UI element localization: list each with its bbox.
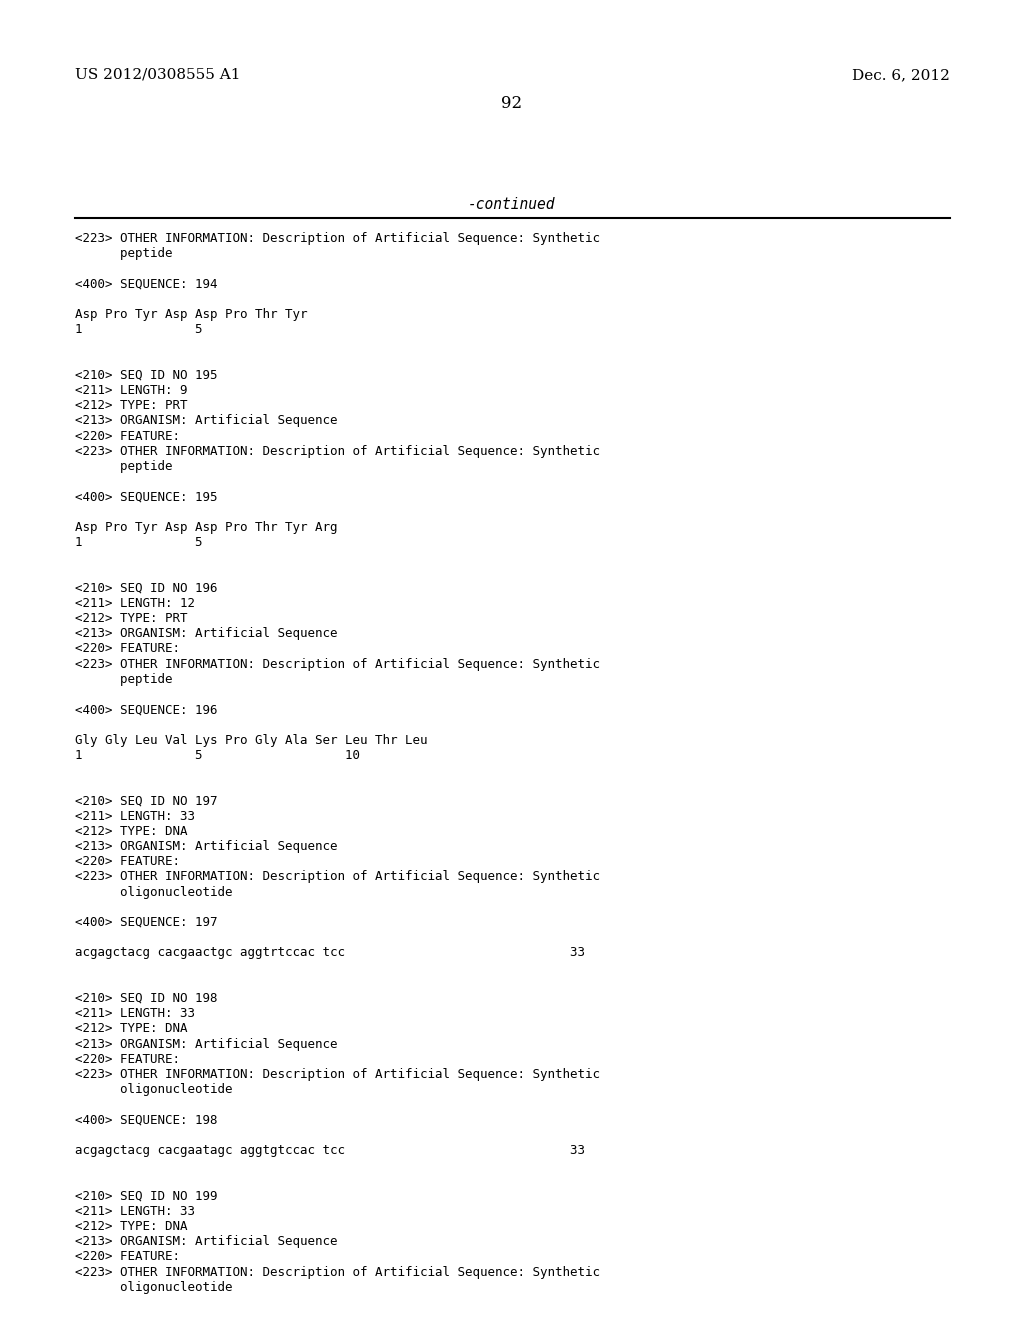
Text: <400> SEQUENCE: 197: <400> SEQUENCE: 197 xyxy=(75,916,217,929)
Text: peptide: peptide xyxy=(75,673,172,686)
Text: Asp Pro Tyr Asp Asp Pro Thr Tyr Arg: Asp Pro Tyr Asp Asp Pro Thr Tyr Arg xyxy=(75,521,338,533)
Text: <210> SEQ ID NO 195: <210> SEQ ID NO 195 xyxy=(75,368,217,381)
Text: <223> OTHER INFORMATION: Description of Artificial Sequence: Synthetic: <223> OTHER INFORMATION: Description of … xyxy=(75,870,600,883)
Text: <210> SEQ ID NO 196: <210> SEQ ID NO 196 xyxy=(75,582,217,594)
Text: <211> LENGTH: 33: <211> LENGTH: 33 xyxy=(75,1007,195,1020)
Text: oligonucleotide: oligonucleotide xyxy=(75,886,232,899)
Text: <220> FEATURE:: <220> FEATURE: xyxy=(75,1053,180,1065)
Text: 1               5: 1 5 xyxy=(75,323,203,337)
Text: oligonucleotide: oligonucleotide xyxy=(75,1084,232,1096)
Text: <400> SEQUENCE: 198: <400> SEQUENCE: 198 xyxy=(75,1114,217,1126)
Text: peptide: peptide xyxy=(75,459,172,473)
Text: Asp Pro Tyr Asp Asp Pro Thr Tyr: Asp Pro Tyr Asp Asp Pro Thr Tyr xyxy=(75,308,307,321)
Text: <223> OTHER INFORMATION: Description of Artificial Sequence: Synthetic: <223> OTHER INFORMATION: Description of … xyxy=(75,1266,600,1279)
Text: <211> LENGTH: 9: <211> LENGTH: 9 xyxy=(75,384,187,397)
Text: <211> LENGTH: 33: <211> LENGTH: 33 xyxy=(75,809,195,822)
Text: <212> TYPE: DNA: <212> TYPE: DNA xyxy=(75,1023,187,1035)
Text: <220> FEATURE:: <220> FEATURE: xyxy=(75,643,180,656)
Text: -continued: -continued xyxy=(468,197,556,213)
Text: <223> OTHER INFORMATION: Description of Artificial Sequence: Synthetic: <223> OTHER INFORMATION: Description of … xyxy=(75,232,600,246)
Text: <210> SEQ ID NO 198: <210> SEQ ID NO 198 xyxy=(75,993,217,1005)
Text: <211> LENGTH: 33: <211> LENGTH: 33 xyxy=(75,1205,195,1218)
Text: <210> SEQ ID NO 197: <210> SEQ ID NO 197 xyxy=(75,795,217,808)
Text: US 2012/0308555 A1: US 2012/0308555 A1 xyxy=(75,69,241,82)
Text: Gly Gly Leu Val Lys Pro Gly Ala Ser Leu Thr Leu: Gly Gly Leu Val Lys Pro Gly Ala Ser Leu … xyxy=(75,734,427,747)
Text: <212> TYPE: DNA: <212> TYPE: DNA xyxy=(75,825,187,838)
Text: Dec. 6, 2012: Dec. 6, 2012 xyxy=(852,69,950,82)
Text: <213> ORGANISM: Artificial Sequence: <213> ORGANISM: Artificial Sequence xyxy=(75,1236,338,1249)
Text: <400> SEQUENCE: 195: <400> SEQUENCE: 195 xyxy=(75,491,217,503)
Text: <220> FEATURE:: <220> FEATURE: xyxy=(75,855,180,869)
Text: <220> FEATURE:: <220> FEATURE: xyxy=(75,1250,180,1263)
Text: acgagctacg cacgaactgc aggtrtccac tcc                              33: acgagctacg cacgaactgc aggtrtccac tcc 33 xyxy=(75,946,585,960)
Text: 1               5                   10: 1 5 10 xyxy=(75,748,360,762)
Text: <213> ORGANISM: Artificial Sequence: <213> ORGANISM: Artificial Sequence xyxy=(75,627,338,640)
Text: oligonucleotide: oligonucleotide xyxy=(75,1280,232,1294)
Text: <223> OTHER INFORMATION: Description of Artificial Sequence: Synthetic: <223> OTHER INFORMATION: Description of … xyxy=(75,657,600,671)
Text: <213> ORGANISM: Artificial Sequence: <213> ORGANISM: Artificial Sequence xyxy=(75,1038,338,1051)
Text: 1               5: 1 5 xyxy=(75,536,203,549)
Text: <223> OTHER INFORMATION: Description of Artificial Sequence: Synthetic: <223> OTHER INFORMATION: Description of … xyxy=(75,1068,600,1081)
Text: acgagctacg cacgaatagc aggtgtccac tcc                              33: acgagctacg cacgaatagc aggtgtccac tcc 33 xyxy=(75,1144,585,1158)
Text: <210> SEQ ID NO 199: <210> SEQ ID NO 199 xyxy=(75,1189,217,1203)
Text: <213> ORGANISM: Artificial Sequence: <213> ORGANISM: Artificial Sequence xyxy=(75,414,338,428)
Text: <212> TYPE: DNA: <212> TYPE: DNA xyxy=(75,1220,187,1233)
Text: <213> ORGANISM: Artificial Sequence: <213> ORGANISM: Artificial Sequence xyxy=(75,840,338,853)
Text: <223> OTHER INFORMATION: Description of Artificial Sequence: Synthetic: <223> OTHER INFORMATION: Description of … xyxy=(75,445,600,458)
Text: peptide: peptide xyxy=(75,247,172,260)
Text: <400> SEQUENCE: 194: <400> SEQUENCE: 194 xyxy=(75,277,217,290)
Text: <212> TYPE: PRT: <212> TYPE: PRT xyxy=(75,399,187,412)
Text: 92: 92 xyxy=(502,95,522,112)
Text: <400> SEQUENCE: 196: <400> SEQUENCE: 196 xyxy=(75,704,217,717)
Text: <220> FEATURE:: <220> FEATURE: xyxy=(75,429,180,442)
Text: <212> TYPE: PRT: <212> TYPE: PRT xyxy=(75,612,187,624)
Text: <211> LENGTH: 12: <211> LENGTH: 12 xyxy=(75,597,195,610)
